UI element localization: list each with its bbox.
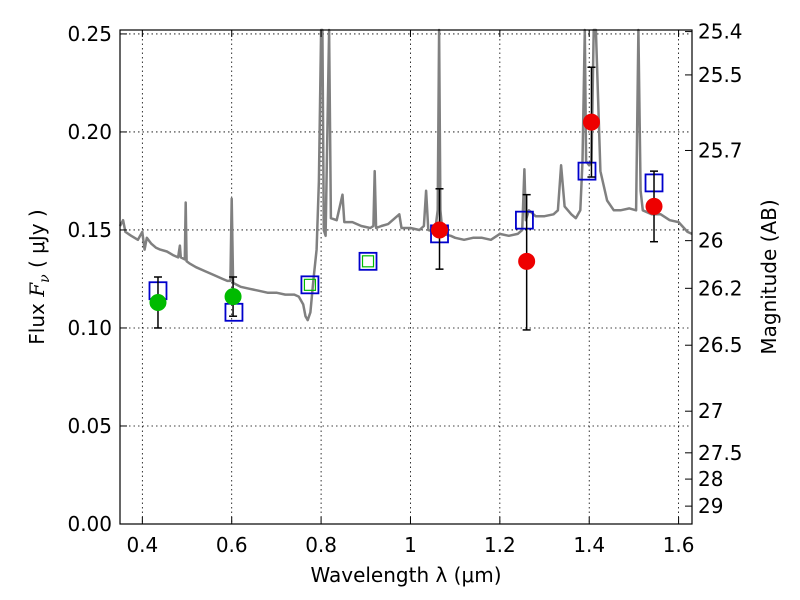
x-tick-label: 1.2 [484,533,516,557]
infrared-point [431,221,449,239]
infrared-point [518,252,536,270]
right-tick-label: 26.5 [698,333,743,357]
right-tick-label: 26.2 [698,276,743,300]
axis-ticks: 0.4 0.6 0.8 1 1.2 1.4 1.6 0.00 0.05 0.10 0.15 0.20 0… [67,20,742,557]
model-box [358,251,378,271]
x-tick-label: 1.6 [663,533,695,557]
x-tick-label: 1 [404,533,417,557]
optical-point [224,288,242,306]
right-tick-label: 26 [698,229,723,253]
right-tick-label: 27.5 [698,441,743,465]
optical-point [149,293,167,311]
x-axis-label: Wavelength λ (μm) [310,563,501,587]
open-marker [303,278,317,291]
right-tick-label: 25.5 [698,63,743,87]
infrared-point [582,113,600,131]
right-tick-label: 29 [698,494,723,518]
x-tick-label: 0.6 [216,533,248,557]
open-marker [361,255,375,268]
model-box [577,161,597,181]
x-tick-label: 0.4 [126,533,158,557]
y-label-subscript: ν [37,274,53,283]
y-tick-label: 0.25 [67,22,112,46]
y-axis-label-left: Flux Fν ( μJy ) [25,209,53,344]
x-tick-label: 1.4 [573,533,605,557]
plot-background [120,30,692,524]
y-tick-label: 0.05 [67,414,112,438]
x-tick-label: 0.8 [305,533,337,557]
template-spectrum-line [118,28,693,322]
data-markers-layer [148,66,664,331]
model-box [515,210,534,230]
right-tick-label: 27 [698,399,723,423]
y-label-unit: ( μJy ) [25,209,49,274]
right-tick-label: 28 [698,467,723,491]
y-tick-label: 0.15 [67,218,112,242]
y-label-symbol: F [25,282,49,298]
plot-frame [119,29,693,525]
y-tick-label: 0.20 [67,120,112,144]
y-axis-label-right: Magnitude (AB) [757,199,781,354]
template-spectrum-layer [118,28,693,322]
model-box [300,275,320,295]
y-tick-label: 0.10 [67,316,112,340]
right-tick-label: 25.7 [698,138,743,162]
y-tick-label: 0.00 [67,512,112,536]
y-label-prefix: Flux [25,297,49,345]
right-tick-label: 25.4 [698,20,743,44]
infrared-point [645,197,663,215]
